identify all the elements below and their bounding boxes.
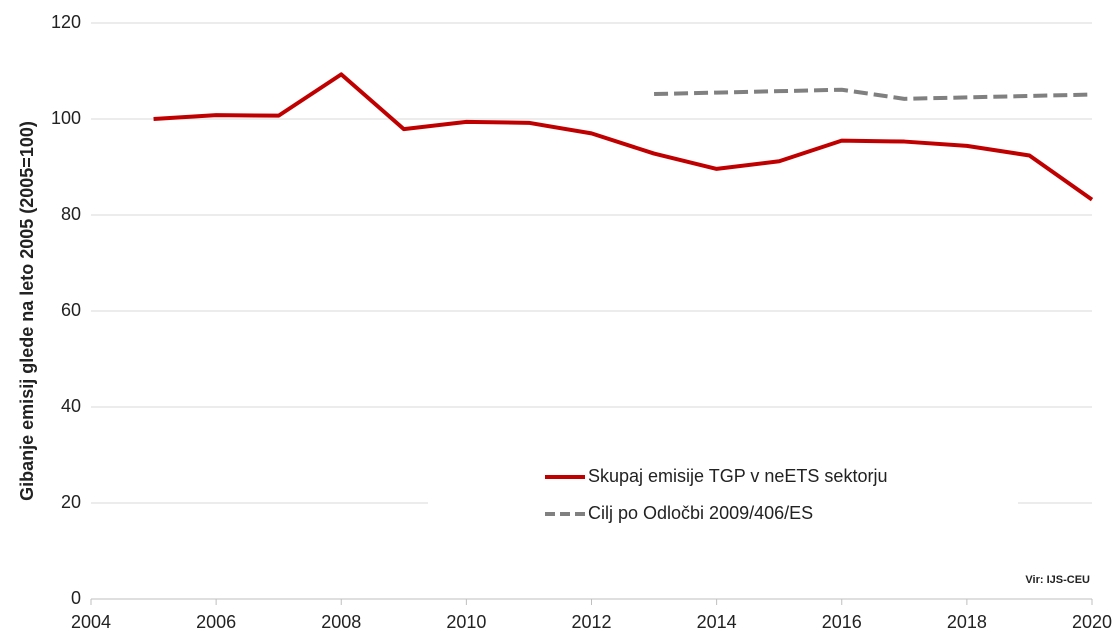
- line-series: [654, 87, 1093, 101]
- legend-box: [428, 455, 1018, 535]
- x-tick-label: 2020: [1072, 612, 1112, 632]
- x-tick-label: 2010: [446, 612, 486, 632]
- x-tick-label: 2018: [947, 612, 987, 632]
- x-tick-label: 2004: [71, 612, 111, 632]
- legend-label: Cilj po Odločbi 2009/406/ES: [588, 503, 813, 523]
- y-tick-label: 120: [51, 12, 81, 32]
- y-axis-label: Gibanje emisij glede na leto 2005 (2005=…: [17, 121, 37, 501]
- x-tick-label: 2006: [196, 612, 236, 632]
- y-tick-label: 60: [61, 300, 81, 320]
- x-tick-label: 2014: [697, 612, 737, 632]
- y-tick-label: 0: [71, 588, 81, 608]
- line-series: [153, 72, 1094, 202]
- y-tick-label: 80: [61, 204, 81, 224]
- legend-label: Skupaj emisije TGP v neETS sektorju: [588, 466, 887, 486]
- x-tick-label: 2016: [822, 612, 862, 632]
- x-tick-label: 2012: [571, 612, 611, 632]
- x-tick-label: 2008: [321, 612, 361, 632]
- y-tick-label: 100: [51, 108, 81, 128]
- source-note: Vir: IJS-CEU: [1025, 574, 1090, 586]
- y-tick-label: 40: [61, 396, 81, 416]
- y-tick-label: 20: [61, 492, 81, 512]
